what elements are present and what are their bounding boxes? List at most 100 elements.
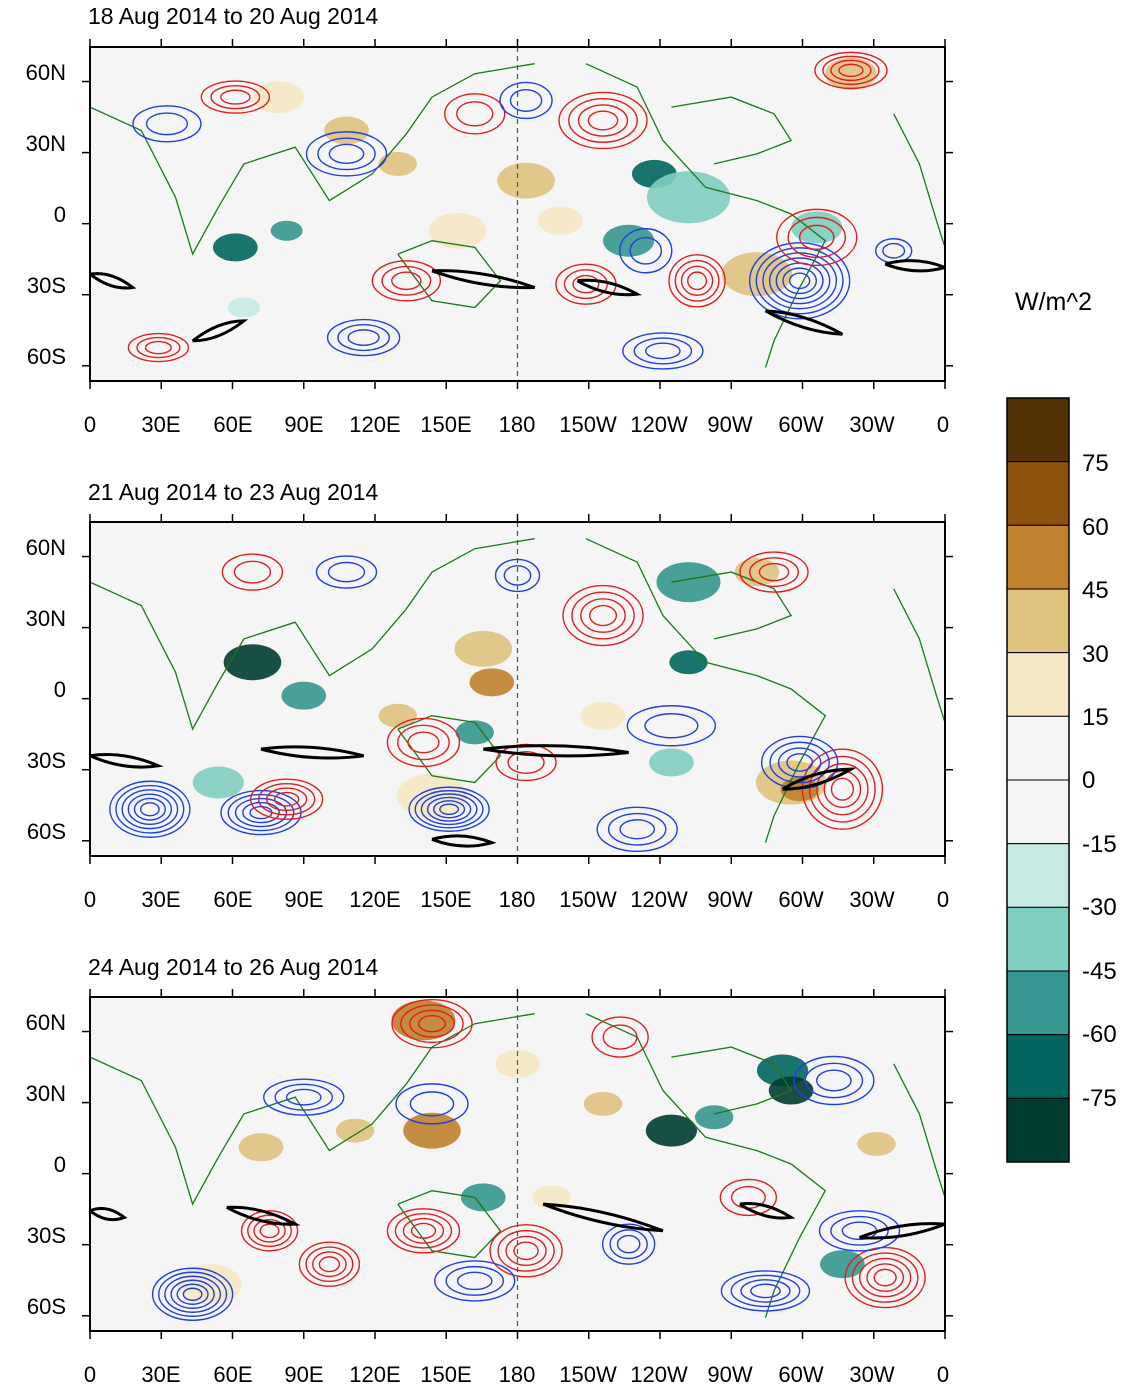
coastline bbox=[671, 571, 793, 640]
positive-contour bbox=[220, 89, 251, 105]
positive-contour bbox=[758, 562, 790, 582]
negative-contour bbox=[317, 137, 376, 171]
positive-contour bbox=[409, 1009, 455, 1038]
negative-contour bbox=[882, 242, 906, 259]
lat-label: 0 bbox=[53, 202, 66, 227]
positive-contour bbox=[371, 260, 442, 302]
shading-patch bbox=[378, 703, 417, 728]
threshold-contour bbox=[90, 1207, 128, 1222]
positive-contour bbox=[386, 1208, 461, 1254]
colorbar-segment bbox=[1006, 524, 1070, 590]
negative-contour bbox=[285, 1088, 322, 1106]
positive-contour bbox=[127, 332, 190, 363]
positive-contour bbox=[668, 254, 726, 308]
lon-label: 120W bbox=[630, 887, 688, 912]
shading-patch bbox=[791, 211, 843, 244]
lon-label: 150W bbox=[559, 887, 617, 912]
lat-label: 60S bbox=[26, 344, 66, 369]
lon-label: 60W bbox=[778, 887, 824, 912]
positive-contour bbox=[749, 557, 799, 588]
positive-contour bbox=[873, 1268, 897, 1287]
threshold-contour bbox=[764, 309, 844, 336]
shading-patch bbox=[469, 668, 515, 697]
coastline bbox=[671, 96, 793, 165]
colorbar-label: -15 bbox=[1082, 831, 1117, 858]
negative-contour bbox=[121, 789, 179, 830]
positive-contour bbox=[568, 98, 638, 143]
negative-contour bbox=[109, 780, 191, 838]
positive-contour bbox=[816, 763, 869, 816]
positive-contour bbox=[823, 770, 862, 809]
lon-label: 90W bbox=[707, 887, 753, 912]
lat-label: 0 bbox=[53, 677, 66, 702]
negative-contour bbox=[730, 1274, 801, 1308]
positive-contour bbox=[719, 1178, 778, 1217]
colorbar-label: 75 bbox=[1082, 450, 1109, 477]
shading-patch bbox=[455, 720, 494, 745]
shading-patch bbox=[825, 57, 877, 90]
map-panel bbox=[82, 39, 953, 389]
threshold-contour bbox=[431, 269, 536, 290]
negative-contour bbox=[234, 797, 288, 828]
lon-label: 120E bbox=[349, 887, 401, 912]
shading-patch bbox=[192, 766, 244, 799]
negative-contour bbox=[326, 318, 401, 357]
positive-contour bbox=[680, 265, 714, 296]
negative-contour bbox=[227, 793, 295, 832]
colorbar-label: -75 bbox=[1082, 1085, 1117, 1112]
positive-contour bbox=[381, 265, 432, 296]
positive-contour bbox=[562, 584, 644, 647]
positive-contour bbox=[444, 93, 506, 135]
shading-patch bbox=[378, 151, 417, 176]
negative-contour bbox=[633, 337, 693, 365]
negative-contour bbox=[274, 1083, 334, 1111]
colorbar-frame bbox=[1006, 397, 1070, 1163]
lon-label: 0 bbox=[83, 1362, 97, 1387]
positive-contour bbox=[312, 1251, 347, 1278]
negative-contour bbox=[176, 1283, 209, 1305]
lat-label: 30S bbox=[26, 748, 66, 773]
lat-label: 60N bbox=[25, 1010, 66, 1035]
lon-label: 0 bbox=[936, 412, 950, 437]
negative-contour bbox=[629, 236, 663, 265]
lon-label: 30W bbox=[849, 412, 895, 437]
coastline bbox=[90, 63, 535, 256]
colorbar-label: 0 bbox=[1082, 767, 1096, 794]
lon-label: 150E bbox=[420, 412, 472, 437]
colorbar-segment bbox=[1006, 715, 1070, 781]
negative-contour bbox=[263, 1078, 345, 1116]
colorbar-units: W/m^2 bbox=[1015, 288, 1093, 316]
positive-contour bbox=[489, 1224, 563, 1278]
lat-label: 30N bbox=[25, 1081, 66, 1106]
shading-patch bbox=[645, 1114, 698, 1147]
shading-patch bbox=[177, 1264, 242, 1305]
negative-contour bbox=[804, 1062, 864, 1099]
negative-contour bbox=[782, 267, 818, 295]
negative-contour bbox=[769, 741, 830, 784]
threshold-contour bbox=[781, 767, 857, 791]
colorbar-segment bbox=[1006, 652, 1070, 717]
colorbar-segment bbox=[1006, 1034, 1070, 1099]
negative-contour bbox=[315, 555, 378, 589]
negative-contour bbox=[499, 81, 553, 120]
positive-contour bbox=[822, 55, 880, 86]
shading-patch bbox=[656, 562, 721, 603]
negative-contour bbox=[420, 793, 478, 826]
panel-2-title: 21 Aug 2014 to 23 Aug 2014 bbox=[88, 479, 379, 505]
threshold-contour bbox=[738, 1202, 796, 1220]
positive-contour bbox=[739, 551, 809, 593]
shading-patch bbox=[428, 212, 487, 249]
shading-patch bbox=[537, 206, 583, 235]
lat-label: 60S bbox=[26, 819, 66, 844]
positive-contour bbox=[602, 1024, 638, 1050]
positive-contour bbox=[844, 1246, 926, 1309]
colorbar-segment bbox=[1006, 1097, 1070, 1163]
lon-label: 120W bbox=[630, 412, 688, 437]
negative-contour bbox=[830, 1215, 889, 1246]
positive-contour bbox=[386, 717, 461, 768]
lon-label: 180 bbox=[498, 887, 536, 912]
positive-contour bbox=[572, 274, 600, 294]
negative-contour bbox=[133, 797, 166, 821]
lon-label: 30E bbox=[141, 1362, 181, 1387]
lon-label: 60E bbox=[213, 412, 253, 437]
